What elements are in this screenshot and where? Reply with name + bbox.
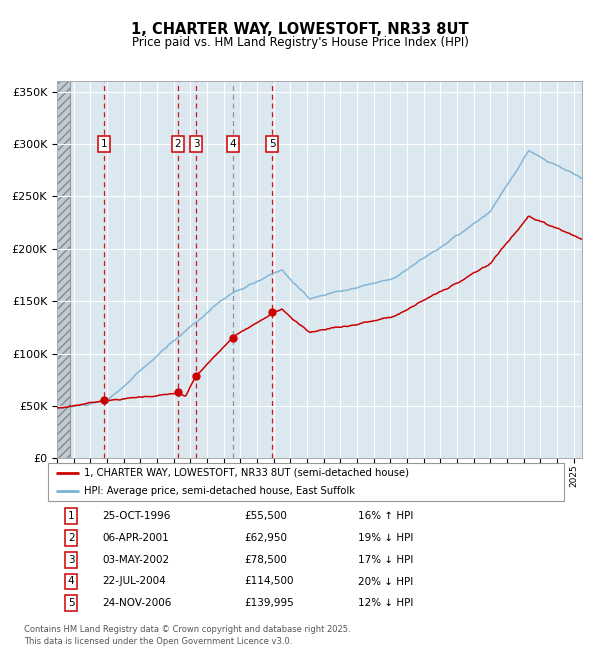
- Text: HPI: Average price, semi-detached house, East Suffolk: HPI: Average price, semi-detached house,…: [84, 486, 355, 496]
- Text: 20% ↓ HPI: 20% ↓ HPI: [358, 577, 413, 586]
- Text: 25-OCT-1996: 25-OCT-1996: [102, 511, 170, 521]
- Text: 1, CHARTER WAY, LOWESTOFT, NR33 8UT: 1, CHARTER WAY, LOWESTOFT, NR33 8UT: [131, 21, 469, 37]
- Text: £62,950: £62,950: [244, 533, 287, 543]
- Text: 16% ↑ HPI: 16% ↑ HPI: [358, 511, 413, 521]
- Text: 17% ↓ HPI: 17% ↓ HPI: [358, 554, 413, 565]
- Text: £55,500: £55,500: [244, 511, 287, 521]
- Text: 19% ↓ HPI: 19% ↓ HPI: [358, 533, 413, 543]
- Text: 3: 3: [68, 554, 74, 565]
- Text: 5: 5: [68, 599, 74, 608]
- Text: 1, CHARTER WAY, LOWESTOFT, NR33 8UT (semi-detached house): 1, CHARTER WAY, LOWESTOFT, NR33 8UT (sem…: [84, 468, 409, 478]
- Text: 4: 4: [230, 139, 236, 149]
- Text: 3: 3: [193, 139, 199, 149]
- Text: £78,500: £78,500: [244, 554, 287, 565]
- Text: 22-JUL-2004: 22-JUL-2004: [102, 577, 166, 586]
- Text: 06-APR-2001: 06-APR-2001: [102, 533, 169, 543]
- Bar: [57, 81, 70, 458]
- Text: 4: 4: [68, 577, 74, 586]
- Text: 12% ↓ HPI: 12% ↓ HPI: [358, 599, 413, 608]
- Text: 03-MAY-2002: 03-MAY-2002: [102, 554, 169, 565]
- Text: Price paid vs. HM Land Registry's House Price Index (HPI): Price paid vs. HM Land Registry's House …: [131, 36, 469, 49]
- Text: £114,500: £114,500: [244, 577, 293, 586]
- Text: Contains HM Land Registry data © Crown copyright and database right 2025.
This d: Contains HM Land Registry data © Crown c…: [24, 625, 350, 646]
- Text: 1: 1: [68, 511, 74, 521]
- Text: 1: 1: [101, 139, 107, 149]
- Text: 2: 2: [68, 533, 74, 543]
- Text: £139,995: £139,995: [244, 599, 294, 608]
- Text: 24-NOV-2006: 24-NOV-2006: [102, 599, 172, 608]
- Text: 5: 5: [269, 139, 275, 149]
- Text: 2: 2: [175, 139, 181, 149]
- FancyBboxPatch shape: [48, 463, 564, 500]
